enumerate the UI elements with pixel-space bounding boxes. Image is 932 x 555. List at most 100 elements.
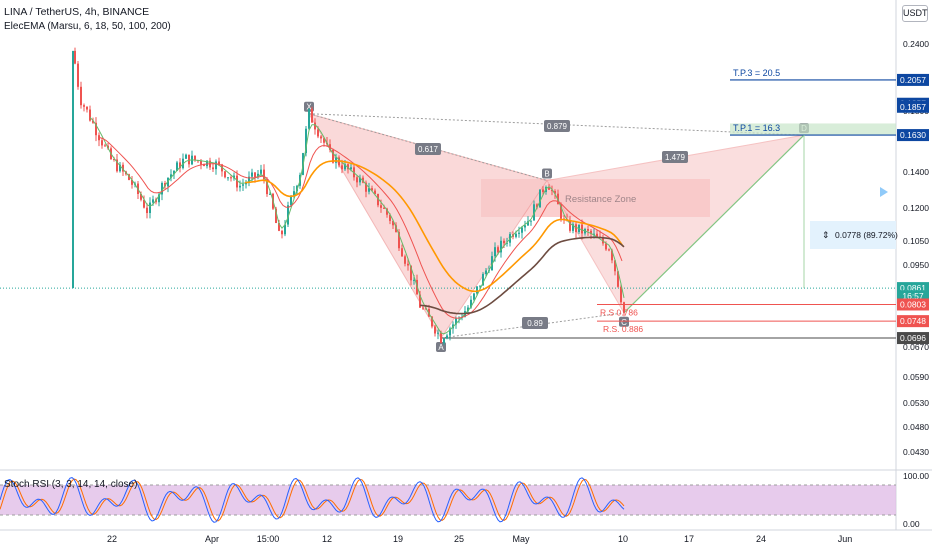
candle-body (140, 193, 142, 200)
candle-body (593, 233, 595, 235)
stoch-d-line (0, 478, 625, 522)
candle-body (308, 108, 310, 129)
symbol-title: LINA / TetherUS, 4h, BINANCE (4, 6, 150, 18)
candle-body (455, 318, 457, 325)
pattern-point-marker (619, 316, 629, 327)
stoch-tick-label: 100.00 (903, 471, 929, 481)
candle-body (392, 220, 394, 226)
candle-body (581, 224, 583, 234)
candle-body (224, 171, 226, 178)
tp1-box (730, 123, 896, 136)
candle-body (185, 154, 187, 159)
ratio-label: 0.879 (547, 122, 568, 131)
price-badge (897, 332, 929, 345)
candle-body (278, 222, 280, 231)
x-tick-label: 24 (756, 534, 766, 544)
candle-body (521, 227, 523, 233)
x-tick-label: 17 (684, 534, 694, 544)
indicator-legend: ElecEMA (Marsu, 6, 18, 50, 100, 200) (4, 21, 171, 32)
x-tick-label: 19 (393, 534, 403, 544)
candle-body (503, 240, 505, 244)
x-tick-label: Apr (205, 534, 219, 544)
xb-ratio-line (308, 113, 548, 181)
ema-line (244, 160, 624, 293)
cd-leg-line (623, 134, 805, 314)
pattern-point-label: C (621, 318, 627, 327)
candle-body (320, 136, 322, 139)
candle-body (173, 170, 175, 175)
candle-body (374, 190, 376, 194)
candle-body (281, 230, 283, 235)
candle-body (149, 202, 151, 214)
ratio-badge (415, 143, 441, 155)
candle-body (542, 189, 544, 192)
candle-body (218, 161, 220, 165)
candle-body (611, 250, 613, 261)
ema-line (89, 117, 625, 335)
candle-body (371, 188, 373, 191)
candle-body (434, 326, 436, 334)
price-badge-label: 0.0861 (900, 283, 926, 293)
candle-body (287, 205, 289, 225)
ratio-badge (522, 317, 548, 329)
candle-body (590, 230, 592, 234)
candle-body (176, 162, 178, 171)
price-badge-label: 0.0696 (900, 333, 926, 343)
candle-body (572, 224, 574, 231)
candle-body (143, 199, 145, 208)
candle-body (257, 173, 259, 177)
candle-body (215, 161, 217, 170)
price-badge (897, 100, 929, 113)
candle-body (614, 260, 616, 272)
x-tick-label: May (512, 534, 530, 544)
candle-body (98, 135, 100, 141)
candle-body (482, 274, 484, 286)
candle-body (359, 177, 361, 183)
candle-body (344, 164, 346, 170)
pattern-point-label: A (438, 343, 444, 352)
rs1-label: R.S 0.786 (600, 307, 638, 317)
y-tick-label: 0.1050 (903, 236, 929, 246)
candle-body (449, 328, 451, 336)
candle-body (206, 160, 208, 167)
tp1-label: T.P.1 = 16.3 (733, 123, 780, 133)
y-tick-label: 0.0670 (903, 342, 929, 352)
candle-body (548, 187, 550, 190)
candle-body (422, 307, 424, 309)
candle-body (398, 232, 400, 249)
candle-body (80, 86, 82, 106)
candle-body (314, 122, 316, 130)
candle-body (260, 169, 262, 174)
price-badge-label: 16:57 (902, 291, 924, 301)
candle-body (605, 243, 607, 250)
x-tick-label: 15:00 (257, 534, 280, 544)
candle-body (539, 189, 541, 208)
measure-label: 0.0778 (89.72%) (835, 230, 898, 240)
candle-body (620, 286, 622, 303)
ema-line (99, 137, 623, 319)
candle-body (506, 242, 508, 244)
price-badge (897, 315, 929, 328)
candle-body (479, 285, 481, 287)
x-tick-label: 12 (322, 534, 332, 544)
candle-body (377, 193, 379, 206)
candle-body (248, 176, 250, 183)
candle-body (623, 302, 625, 313)
candle-body (497, 247, 499, 253)
y-tick-label: 0.1400 (903, 167, 929, 177)
candle-body (437, 332, 439, 334)
candle-body (293, 191, 295, 197)
candle-body (518, 232, 520, 234)
candle-body (275, 208, 277, 223)
candle-body (389, 214, 391, 221)
x-tick-label: 10 (618, 534, 628, 544)
candle-body (554, 191, 556, 194)
candle-body (494, 247, 496, 257)
currency-button[interactable]: USDT (902, 5, 928, 22)
candle-body (365, 182, 367, 192)
candle-body (101, 140, 103, 146)
candle-body (401, 248, 403, 257)
pattern-point-marker (542, 168, 552, 179)
